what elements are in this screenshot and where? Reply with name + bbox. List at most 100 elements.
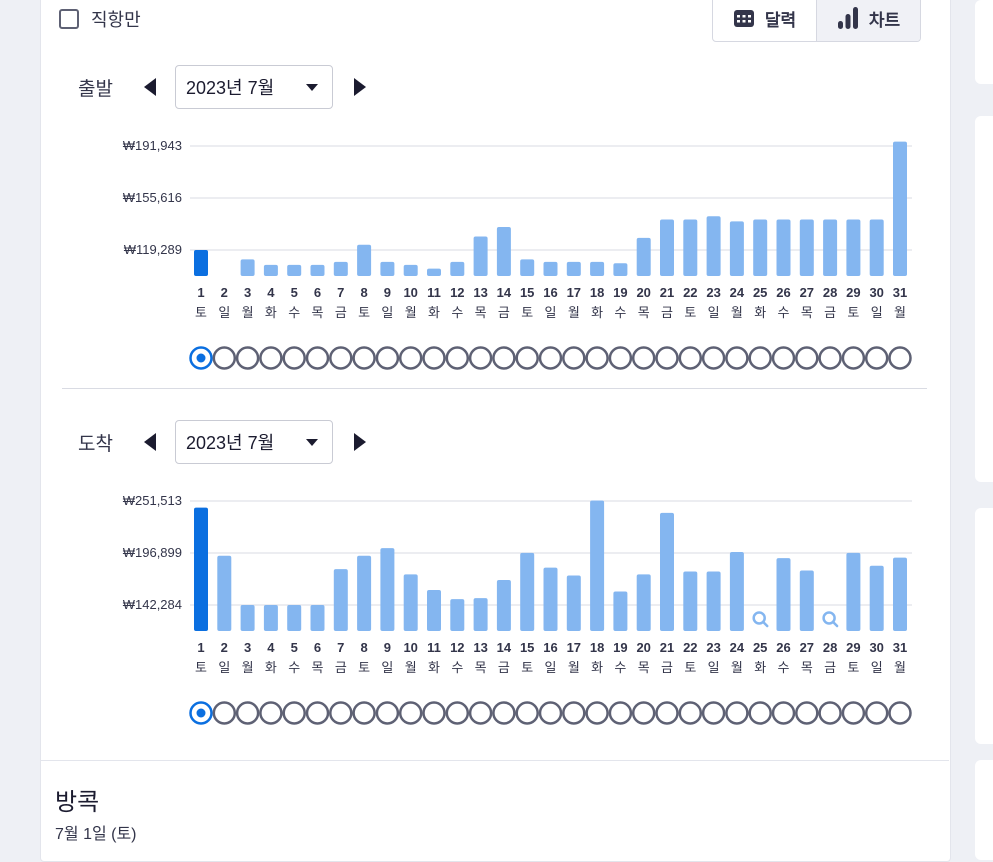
departure-bar[interactable] xyxy=(893,141,907,276)
departure-bar[interactable] xyxy=(846,219,861,276)
arrival-bar[interactable] xyxy=(263,605,278,631)
departure-day-radio[interactable] xyxy=(795,346,819,370)
departure-bar[interactable] xyxy=(613,263,628,276)
arrival-day-radio[interactable] xyxy=(352,701,376,725)
arrival-bar[interactable] xyxy=(194,507,208,631)
arrival-bar[interactable] xyxy=(310,605,325,631)
departure-bar[interactable] xyxy=(753,219,768,276)
calendar-view-button[interactable]: 달력 xyxy=(713,0,816,41)
departure-day-radio[interactable] xyxy=(631,346,656,370)
arrival-bar[interactable] xyxy=(613,591,628,631)
arrival-day-radio[interactable] xyxy=(538,701,563,725)
arrival-day-radio[interactable] xyxy=(678,701,703,725)
arrival-day-radio[interactable] xyxy=(888,701,912,725)
departure-day-radio[interactable] xyxy=(329,346,353,370)
arrival-day-radio[interactable] xyxy=(398,701,423,725)
departure-day-radio[interactable] xyxy=(305,346,330,370)
arrival-day-radio[interactable] xyxy=(329,701,353,725)
departure-bar[interactable] xyxy=(473,236,488,276)
direct-only-checkbox[interactable] xyxy=(59,9,79,29)
arrival-day-radio[interactable] xyxy=(771,701,796,725)
arrival-day-radio[interactable] xyxy=(631,701,656,725)
departure-day-radio[interactable] xyxy=(864,346,889,370)
search-icon[interactable] xyxy=(822,611,839,628)
arrival-bar[interactable] xyxy=(520,552,535,631)
arrival-day-radio[interactable] xyxy=(492,701,516,725)
departure-day-radio[interactable] xyxy=(562,346,586,370)
departure-day-radio[interactable] xyxy=(212,346,237,370)
arrival-day-radio[interactable] xyxy=(841,701,866,725)
departure-bar[interactable] xyxy=(823,219,838,276)
arrival-bar[interactable] xyxy=(333,569,348,631)
arrival-day-radio[interactable] xyxy=(305,701,330,725)
departure-bar[interactable] xyxy=(427,268,441,276)
arrival-day-radio[interactable] xyxy=(725,701,749,725)
arrival-bar[interactable] xyxy=(473,598,488,631)
departure-bar[interactable] xyxy=(799,219,814,276)
departure-day-radio[interactable] xyxy=(515,346,539,370)
arrival-day-radio[interactable] xyxy=(468,701,493,725)
departure-bar[interactable] xyxy=(450,261,465,276)
departure-day-radio[interactable] xyxy=(375,346,400,370)
departure-bar[interactable] xyxy=(380,261,395,276)
arrival-bar[interactable] xyxy=(683,571,698,631)
departure-bar[interactable] xyxy=(240,259,255,276)
arrival-bar[interactable] xyxy=(706,571,721,631)
arrival-bar[interactable] xyxy=(590,500,605,631)
chart-view-button[interactable]: 차트 xyxy=(816,0,920,41)
arrival-day-radio[interactable] xyxy=(212,701,237,725)
arrival-bar[interactable] xyxy=(403,574,418,631)
arrival-day-radio[interactable] xyxy=(795,701,819,725)
departure-bar[interactable] xyxy=(869,219,884,276)
arrival-day-radio[interactable] xyxy=(864,701,889,725)
departure-bar[interactable] xyxy=(729,221,744,276)
arrival-bar[interactable] xyxy=(380,548,395,631)
direct-only-filter[interactable]: 직항만 xyxy=(59,6,141,32)
arrival-bar[interactable] xyxy=(496,580,511,631)
arrival-bar[interactable] xyxy=(543,567,558,631)
departure-bar[interactable] xyxy=(310,264,325,276)
departure-bar[interactable] xyxy=(543,261,558,276)
departure-bar[interactable] xyxy=(776,219,791,276)
departure-bar[interactable] xyxy=(706,216,721,276)
arrival-day-radio[interactable] xyxy=(585,701,609,725)
departure-day-radio[interactable] xyxy=(235,346,260,370)
departure-day-radio[interactable] xyxy=(725,346,749,370)
departure-day-radio[interactable] xyxy=(398,346,423,370)
departure-bar[interactable] xyxy=(287,264,302,276)
arrival-bar[interactable] xyxy=(217,555,232,631)
arrival-day-radio[interactable] xyxy=(422,701,446,725)
departure-day-radio[interactable] xyxy=(189,346,213,370)
departure-bar[interactable] xyxy=(520,259,535,276)
arrival-bar[interactable] xyxy=(427,590,441,631)
departure-day-radio[interactable] xyxy=(538,346,563,370)
arrival-day-radio[interactable] xyxy=(608,701,633,725)
departure-day-radio[interactable] xyxy=(818,346,842,370)
arrival-bar[interactable] xyxy=(287,605,302,631)
arrival-bar[interactable] xyxy=(729,551,744,631)
arrival-month-select[interactable]: 2023년 7월 xyxy=(175,420,333,464)
arrival-day-radio[interactable] xyxy=(655,701,679,725)
departure-month-select[interactable]: 2023년 7월 xyxy=(175,65,333,109)
arrival-day-radio[interactable] xyxy=(282,701,306,725)
departure-day-radio[interactable] xyxy=(771,346,796,370)
departure-bar[interactable] xyxy=(403,264,418,276)
arrival-prev-month-button[interactable] xyxy=(143,432,157,452)
arrival-day-radio[interactable] xyxy=(445,701,470,725)
departure-bar[interactable] xyxy=(683,219,698,276)
departure-day-radio[interactable] xyxy=(422,346,446,370)
arrival-bar[interactable] xyxy=(566,575,581,631)
arrival-bar[interactable] xyxy=(846,552,861,631)
arrival-day-radio[interactable] xyxy=(375,701,400,725)
departure-bar[interactable] xyxy=(636,237,651,276)
arrival-bar[interactable] xyxy=(893,557,907,631)
departure-day-radio[interactable] xyxy=(678,346,703,370)
departure-bar[interactable] xyxy=(566,261,581,276)
arrival-bar[interactable] xyxy=(660,512,674,631)
departure-bar[interactable] xyxy=(263,264,278,276)
search-icon[interactable] xyxy=(752,611,769,628)
arrival-day-radio[interactable] xyxy=(562,701,586,725)
arrival-day-radio[interactable] xyxy=(818,701,842,725)
arrival-bar[interactable] xyxy=(357,555,372,631)
departure-day-radio[interactable] xyxy=(748,346,772,370)
